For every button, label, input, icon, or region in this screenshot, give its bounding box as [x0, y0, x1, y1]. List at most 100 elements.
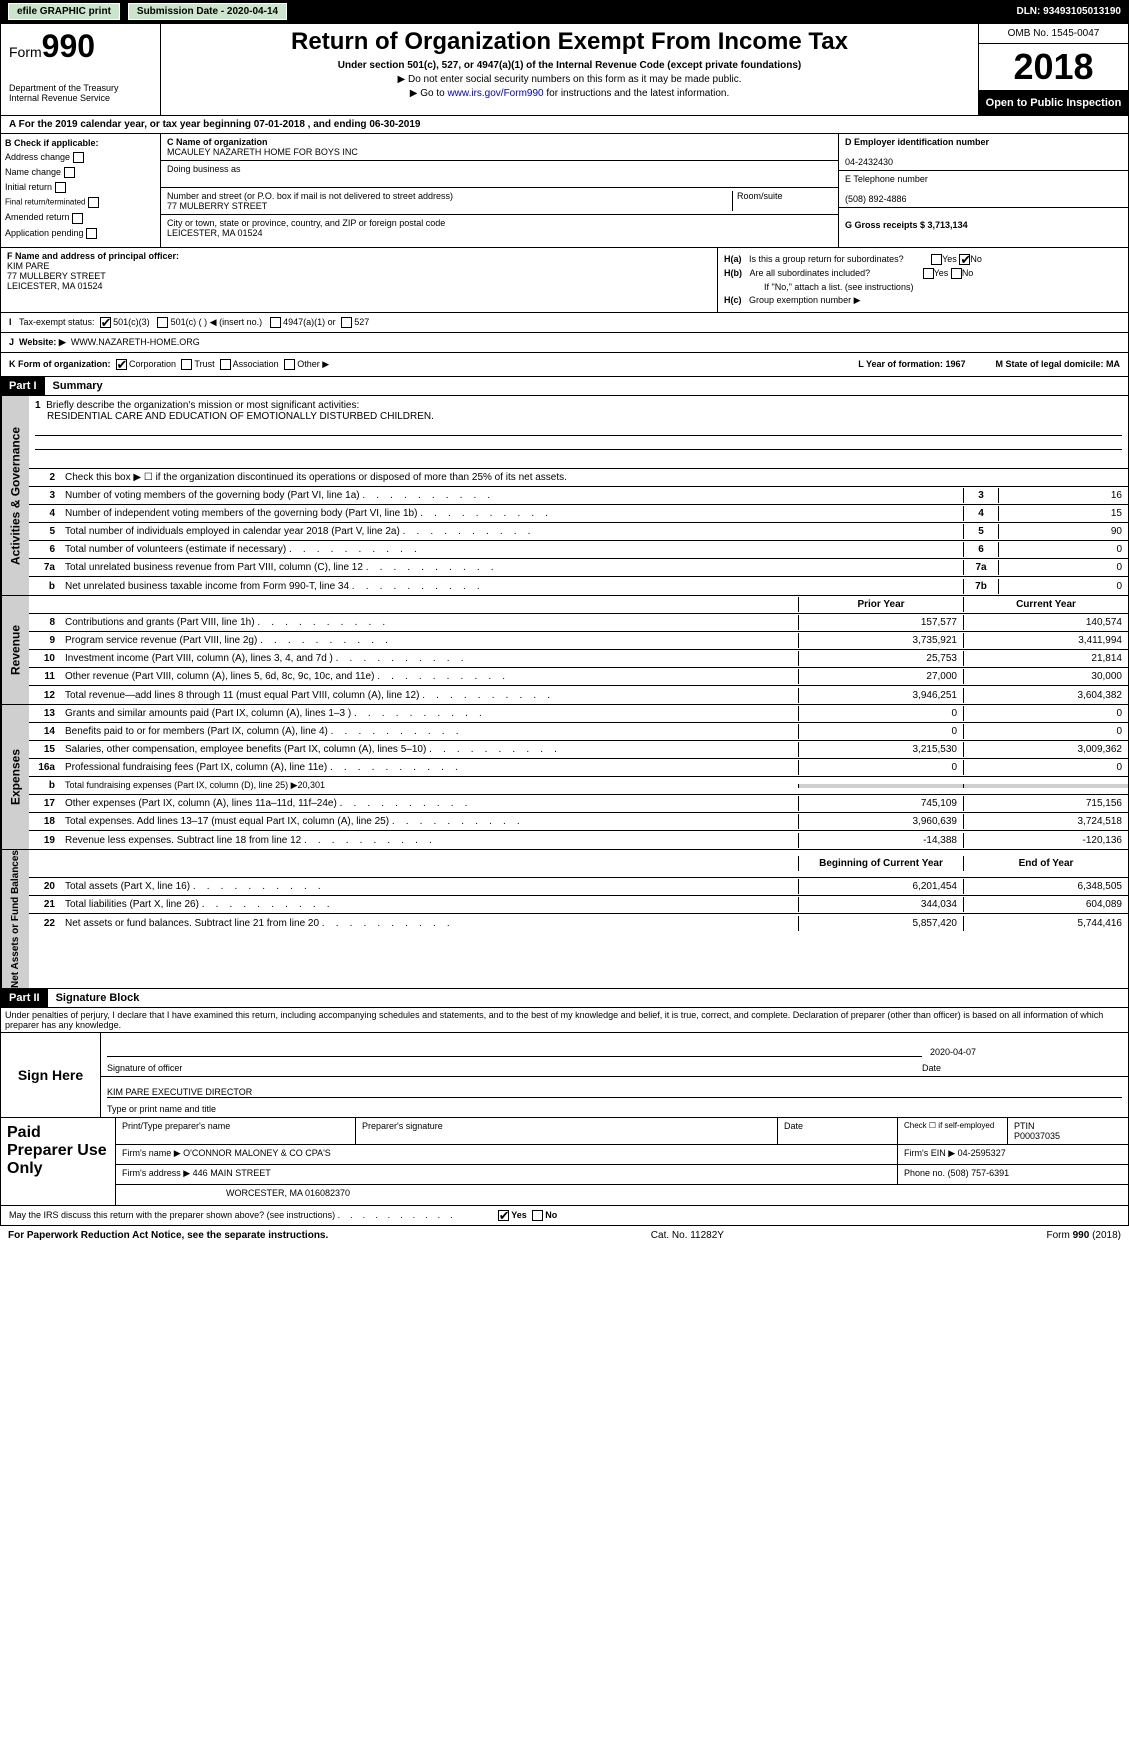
sig-name-title: KIM PARE EXECUTIVE DIRECTOR [107, 1087, 1122, 1098]
col-b: B Check if applicable: Address change Na… [1, 134, 161, 247]
hc-text: Group exemption number ▶ [749, 295, 860, 305]
row-f-h: F Name and address of principal officer:… [0, 248, 1129, 313]
end-year-hdr: End of Year [963, 856, 1128, 871]
ein-cell: D Employer identification number 04-2432… [839, 134, 1128, 171]
paid-h2: Preparer's signature [356, 1118, 778, 1144]
discuss-text: May the IRS discuss this return with the… [9, 1210, 453, 1220]
cb-4947[interactable] [270, 317, 281, 328]
header-right: OMB No. 1545-0047 2018 Open to Public In… [978, 24, 1128, 115]
begin-year-hdr: Beginning of Current Year [798, 856, 963, 871]
paid-phone-label: Phone no. [904, 1168, 945, 1178]
sign-date-val: 2020-04-07 [922, 1047, 1122, 1057]
line1-num: 1 [35, 400, 41, 411]
form-prefix: Form [9, 44, 42, 60]
omb-number: OMB No. 1545-0047 [979, 24, 1128, 44]
cb-address-change[interactable]: Address change [5, 152, 156, 163]
line-22: 22 Net assets or fund balances. Subtract… [29, 914, 1128, 932]
city-val: LEICESTER, MA 01524 [167, 228, 263, 238]
paid-h3: Date [778, 1118, 898, 1144]
k-label: K Form of organization: [9, 359, 111, 369]
sig-date-label: Date [922, 1063, 1122, 1073]
cb-501c[interactable] [157, 317, 168, 328]
city-cell: City or town, state or province, country… [161, 215, 838, 241]
cb-assoc[interactable] [220, 359, 231, 370]
city-label: City or town, state or province, country… [167, 218, 445, 228]
discuss-row: May the IRS discuss this return with the… [0, 1206, 1129, 1226]
cb-final-return[interactable]: Final return/terminated [5, 197, 156, 208]
sidebar-net-assets: Net Assets or Fund Balances [1, 850, 29, 988]
cb-other[interactable] [284, 359, 295, 370]
f-label: F Name and address of principal officer: [7, 251, 179, 261]
sidebar-expenses: Expenses [1, 705, 29, 849]
f-city: LEICESTER, MA 01524 [7, 281, 103, 291]
firm-addr1: 446 MAIN STREET [193, 1168, 271, 1178]
sig-name-title-label: Type or print name and title [107, 1104, 216, 1114]
cb-initial-return[interactable]: Initial return [5, 182, 156, 193]
line-5: 5 Total number of individuals employed i… [29, 523, 1128, 541]
phone-cell: E Telephone number (508) 892-4886 [839, 171, 1128, 208]
col-f: F Name and address of principal officer:… [1, 248, 718, 312]
line-8: 8 Contributions and grants (Part VIII, l… [29, 614, 1128, 632]
paid-h1: Print/Type preparer's name [116, 1118, 356, 1144]
line-11: 11 Other revenue (Part VIII, column (A),… [29, 668, 1128, 686]
ein-val: 04-2432430 [845, 157, 893, 167]
cb-501c3[interactable] [100, 317, 111, 328]
firm-addr2: WORCESTER, MA 016082370 [116, 1185, 1128, 1205]
sign-here-label: Sign Here [1, 1033, 101, 1117]
firm-addr-label: Firm's address ▶ [122, 1168, 190, 1178]
website-val: WWW.NAZARETH-HOME.ORG [71, 337, 200, 348]
cb-corp[interactable] [116, 359, 127, 370]
ha-yes-cb[interactable] [931, 254, 942, 265]
governance-section: Activities & Governance 1 Briefly descri… [0, 396, 1129, 596]
cb-name-change[interactable]: Name change [5, 167, 156, 178]
efile-badge[interactable]: efile GRAPHIC print [8, 3, 120, 20]
part2-title: Signature Block [48, 989, 148, 1007]
paid-h4: Check ☐ if self-employed [898, 1118, 1008, 1144]
instr2-pre: ▶ Go to [410, 88, 448, 99]
col-c: C Name of organization MCAULEY NAZARETH … [161, 134, 838, 247]
dba-label: Doing business as [167, 164, 241, 174]
line-15: 15 Salaries, other compensation, employe… [29, 741, 1128, 759]
part1-hdr: Part I [1, 377, 45, 395]
irs-link[interactable]: www.irs.gov/Form990 [447, 88, 543, 99]
firm-ein-label: Firm's EIN ▶ [904, 1148, 955, 1158]
submission-date: Submission Date - 2020-04-14 [128, 3, 287, 20]
current-year-hdr: Current Year [963, 597, 1128, 612]
discuss-yes-cb[interactable] [498, 1210, 509, 1221]
dln: DLN: 93493105013190 [1016, 6, 1121, 17]
hb-text: Are all subordinates included? [750, 268, 871, 278]
line-17: 17 Other expenses (Part IX, column (A), … [29, 795, 1128, 813]
discuss-no-cb[interactable] [532, 1210, 543, 1221]
line-6: 6 Total number of volunteers (estimate i… [29, 541, 1128, 559]
ha-text: Is this a group return for subordinates? [749, 254, 904, 264]
cb-527[interactable] [341, 317, 352, 328]
expenses-section: Expenses 13 Grants and similar amounts p… [0, 705, 1129, 850]
street-cell: Number and street (or P.O. box if mail i… [161, 188, 838, 215]
line-1: 1 Briefly describe the organization's mi… [29, 396, 1128, 469]
line-20: 20 Total assets (Part X, line 16) 6,201,… [29, 878, 1128, 896]
street-val: 77 MULBERRY STREET [167, 201, 267, 211]
l-year: L Year of formation: 1967 [858, 359, 965, 370]
cb-amended-return[interactable]: Amended return [5, 212, 156, 223]
sidebar-revenue: Revenue [1, 596, 29, 704]
line1-text: Briefly describe the organization's miss… [46, 400, 359, 411]
hb-no-cb[interactable] [951, 268, 962, 279]
cb-trust[interactable] [181, 359, 192, 370]
footer-left: For Paperwork Reduction Act Notice, see … [8, 1230, 328, 1241]
line1-val: RESIDENTIAL CARE AND EDUCATION OF EMOTIO… [35, 411, 434, 422]
line-b: b Total fundraising expenses (Part IX, c… [29, 777, 1128, 795]
form-num: 990 [42, 28, 95, 64]
i-label: I [9, 317, 12, 327]
hb-note: If "No," attach a list. (see instruction… [724, 282, 1122, 292]
hb-yes-cb[interactable] [923, 268, 934, 279]
sidebar-governance: Activities & Governance [1, 396, 29, 595]
line-10: 10 Investment income (Part VIII, column … [29, 650, 1128, 668]
form-title: Return of Organization Exempt From Incom… [169, 28, 970, 56]
col-headers-net: Beginning of Current Year End of Year [29, 850, 1128, 878]
cb-application-pending[interactable]: Application pending [5, 228, 156, 239]
ha-no-cb[interactable] [959, 254, 970, 265]
part2-header-row: Part II Signature Block [0, 989, 1129, 1008]
line-7a: 7a Total unrelated business revenue from… [29, 559, 1128, 577]
sig-officer-label: Signature of officer [107, 1063, 922, 1073]
row-i: I Tax-exempt status: 501(c)(3) 501(c) ( … [0, 313, 1129, 333]
